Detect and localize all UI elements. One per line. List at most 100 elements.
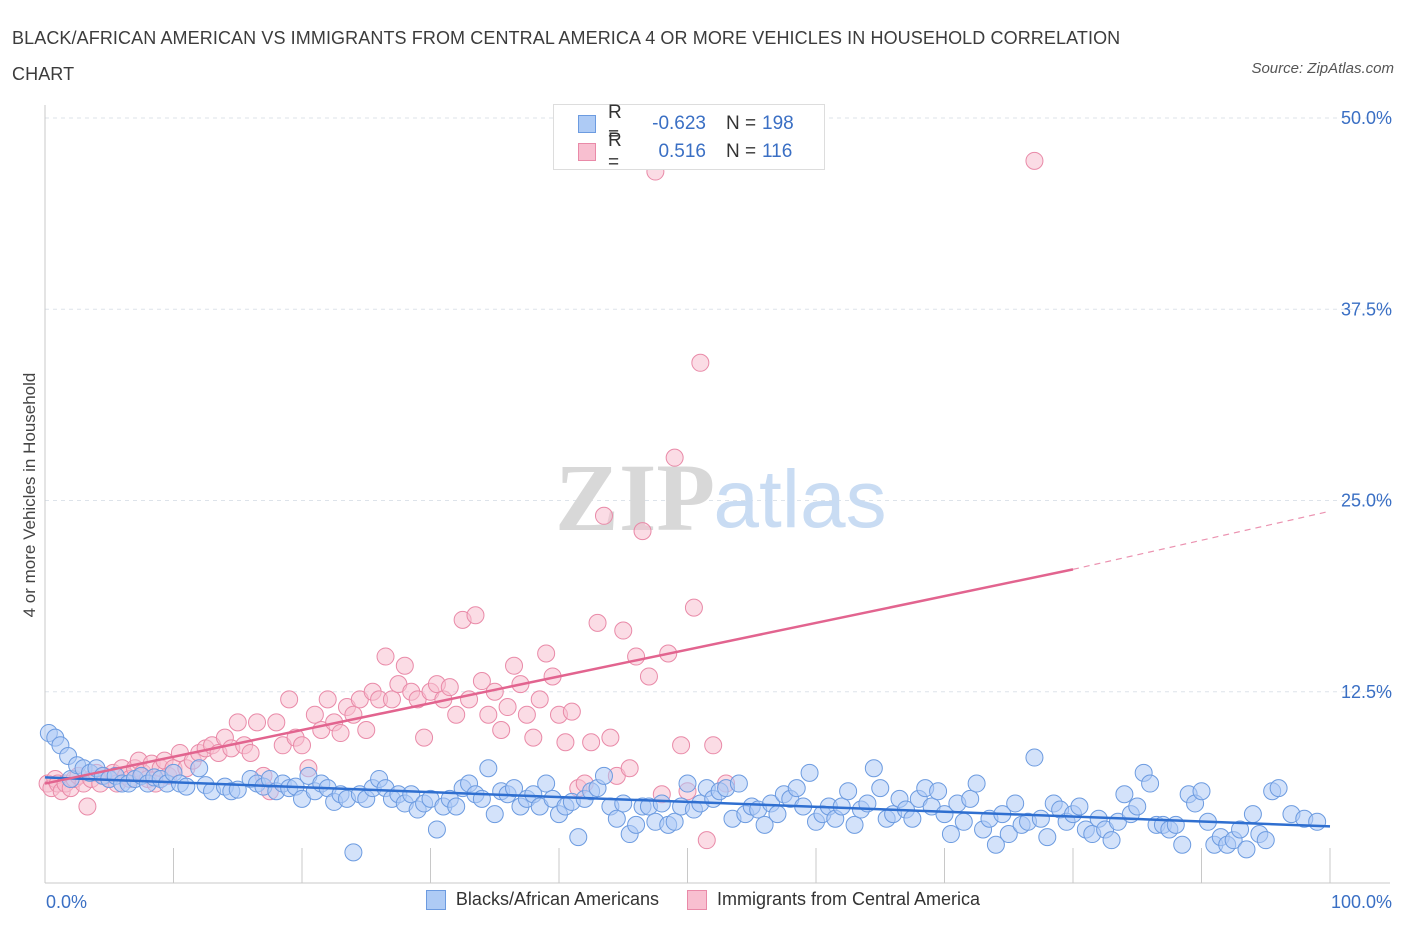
y-tick-label: 37.5% (1341, 299, 1392, 319)
data-point-immigrants (498, 698, 517, 717)
trend-line-immigrants-extension (1072, 510, 1331, 570)
legend-label: Immigrants from Central America (717, 889, 981, 909)
grid-lines (45, 117, 1390, 693)
data-point-immigrants (517, 705, 536, 724)
data-point-blacks (929, 782, 948, 801)
series-legend: Blacks/African Americans Immigrants from… (0, 889, 1406, 910)
trend-line-immigrants (44, 568, 1074, 785)
r-value: 0.516 (658, 141, 706, 162)
data-point-blacks (1070, 797, 1089, 816)
data-point-blacks (1141, 774, 1160, 793)
n-label: N = (726, 113, 757, 134)
trend-line-blacks (44, 776, 1331, 828)
data-point-blacks (447, 797, 466, 816)
data-point-immigrants (415, 728, 434, 747)
y-tick-label: 50.0% (1341, 108, 1392, 128)
data-point-immigrants (524, 728, 543, 747)
data-point-immigrants (376, 647, 395, 666)
data-point-blacks (485, 805, 504, 824)
tick-labels: 12.5% 25.0% 37.5% 50.0% 0.0% 100.0% (46, 108, 1392, 912)
source-label: Source: ZipAtlas.com (1251, 60, 1394, 77)
data-point-blacks (903, 809, 922, 828)
data-point-immigrants (633, 522, 652, 541)
data-point-blacks (729, 774, 748, 793)
trend-lines (44, 510, 1331, 828)
n-label: N = (726, 141, 757, 162)
legend-label: Blacks/African Americans (455, 889, 659, 909)
data-point-immigrants (505, 656, 524, 675)
data-point-blacks (871, 779, 890, 798)
data-point-blacks (768, 805, 787, 824)
data-point-blacks (1166, 815, 1185, 834)
data-point-blacks (1102, 831, 1121, 850)
watermark-atlas: atlas (713, 454, 886, 545)
data-point-blacks (427, 820, 446, 839)
r-label: R = (608, 102, 622, 145)
data-point-blacks (594, 766, 613, 785)
legend-swatch-pink (687, 889, 707, 910)
data-point-blacks (800, 763, 819, 782)
data-point-immigrants (382, 690, 401, 709)
data-point-blacks (479, 759, 498, 778)
n-value: 116 (762, 141, 793, 162)
data-point-immigrants (331, 724, 350, 743)
n-value: 198 (762, 113, 794, 134)
data-point-immigrants (684, 598, 703, 617)
data-point-immigrants (665, 448, 684, 467)
data-point-immigrants (639, 667, 658, 686)
data-point-immigrants (704, 736, 723, 755)
data-point-immigrants (697, 831, 716, 850)
axes (44, 105, 1390, 884)
chart-title: BLACK/AFRICAN AMERICAN VS IMMIGRANTS FRO… (12, 28, 1121, 84)
data-point-immigrants (672, 736, 691, 755)
data-point-immigrants (691, 353, 710, 372)
data-point-blacks (787, 779, 806, 798)
data-point-blacks (177, 777, 196, 796)
data-point-blacks (1231, 820, 1250, 839)
data-point-blacks (1192, 782, 1211, 801)
data-point-blacks (1243, 805, 1262, 824)
data-point-immigrants (78, 797, 97, 816)
data-point-immigrants (267, 713, 286, 732)
data-point-blacks (1173, 835, 1192, 854)
r-value: -0.623 (652, 113, 706, 134)
data-point-immigrants (1025, 151, 1044, 170)
data-point-blacks (344, 843, 363, 862)
data-point-blacks (755, 815, 774, 834)
data-point-immigrants (318, 690, 337, 709)
data-point-blacks (1031, 809, 1050, 828)
data-point-blacks (1237, 840, 1256, 859)
data-point-blacks (537, 774, 556, 793)
legend-item-blacks[interactable]: Blacks/African Americans (425, 889, 659, 910)
data-point-blacks (986, 835, 1005, 854)
data-point-blacks (954, 812, 973, 831)
data-point-immigrants (582, 733, 601, 752)
data-point-blacks (1269, 779, 1288, 798)
correlation-legend: R = -0.623 N = 198 R = 0.516 N = 116 (553, 102, 825, 173)
legend-row-immigrants: R = 0.516 N = 116 (578, 130, 793, 173)
legend-row-blacks: R = -0.623 N = 198 (578, 102, 794, 145)
legend-item-immigrants[interactable]: Immigrants from Central America (687, 889, 980, 910)
data-point-immigrants (479, 705, 498, 724)
data-point-immigrants (594, 506, 613, 525)
data-point-blacks (1256, 831, 1275, 850)
legend-swatch-pink (578, 143, 596, 161)
data-point-immigrants (620, 759, 639, 778)
data-point-immigrants (293, 736, 311, 755)
data-point-blacks (190, 759, 209, 778)
data-point-immigrants (466, 606, 485, 625)
data-point-blacks (1025, 748, 1044, 767)
data-point-blacks (1038, 828, 1057, 847)
r-label: R = (608, 130, 622, 173)
data-point-immigrants (305, 705, 324, 724)
data-point-immigrants (537, 644, 556, 663)
data-point-immigrants (357, 721, 376, 739)
data-point-blacks (935, 805, 954, 824)
data-point-blacks (967, 774, 986, 793)
data-point-immigrants (556, 733, 575, 752)
data-point-immigrants (588, 613, 607, 632)
data-point-blacks (1128, 797, 1147, 816)
legend-swatch-blue (425, 889, 446, 910)
